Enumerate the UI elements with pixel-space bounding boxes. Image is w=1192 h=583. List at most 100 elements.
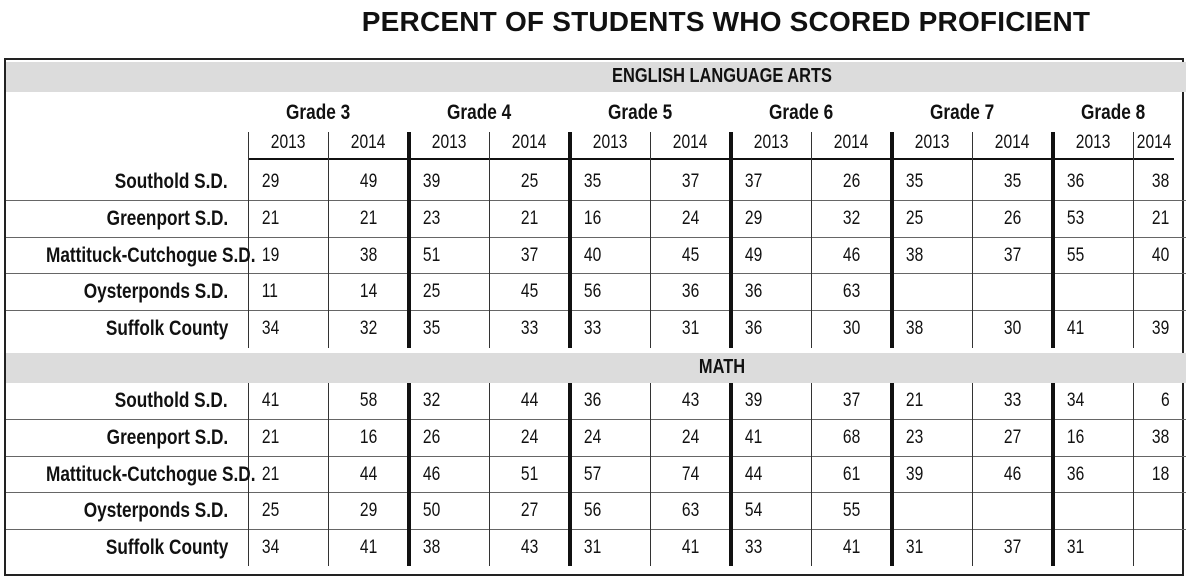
year-label: 2014: [834, 132, 869, 153]
table-cell: 21: [328, 201, 409, 237]
table-cell: 16: [1065, 420, 1105, 456]
table-cell: [904, 493, 944, 529]
section-band-math: MATH: [6, 353, 1186, 383]
cell-value: 45: [520, 281, 539, 302]
table-cell: 18: [1133, 457, 1171, 493]
table-cell: 45: [650, 238, 731, 274]
grade-header: Grade 4: [446, 101, 512, 124]
row-label: Suffolk County: [0, 311, 228, 347]
section-label-ela: ENGLISH LANGUAGE ARTS: [612, 65, 832, 87]
row-divider: [6, 456, 1186, 457]
year-header: 2014: [328, 131, 409, 155]
table-cell: 40: [1133, 238, 1171, 274]
table-cell: 23: [904, 420, 944, 456]
table-cell: 38: [1133, 164, 1171, 200]
row-label-text: Greenport S.D.: [106, 426, 228, 449]
grade-header: Grade 6: [768, 101, 834, 124]
year-label: 2013: [753, 132, 789, 153]
cell-value: 39: [1151, 318, 1170, 339]
table-cell: 45: [489, 274, 570, 310]
cell-value: 41: [359, 537, 378, 558]
table-frame: [4, 58, 1184, 576]
cell-value: 31: [583, 537, 602, 558]
cell-value: 49: [359, 171, 378, 192]
table-cell: 37: [743, 164, 783, 200]
column-divider: [1133, 383, 1134, 566]
cell-value: 37: [842, 390, 861, 411]
cell-value: 37: [681, 171, 700, 192]
cell-value: 38: [1151, 427, 1170, 448]
year-label: 2013: [592, 132, 628, 153]
cell-value: 24: [681, 427, 700, 448]
table-cell: 33: [489, 311, 570, 347]
cell-value: 34: [261, 537, 280, 558]
table-cell: 25: [260, 493, 300, 529]
table-cell: 46: [972, 457, 1053, 493]
cell-value: 61: [842, 464, 861, 485]
cell-value: 37: [520, 245, 539, 266]
table-cell: 33: [743, 530, 783, 566]
year-header: 2013: [1053, 131, 1133, 155]
year-header: 2013: [731, 131, 811, 155]
cell-value: 50: [422, 500, 441, 521]
table-cell: 38: [421, 530, 461, 566]
cell-value: 40: [583, 245, 602, 266]
year-header: 2014: [811, 131, 892, 155]
table-cell: 11: [260, 274, 300, 310]
grade-header: Grade 3: [285, 101, 351, 124]
table-cell: 32: [421, 383, 461, 419]
cell-value: 36: [681, 281, 700, 302]
table-cell: 24: [582, 420, 622, 456]
column-divider: [328, 383, 329, 566]
table-cell: 50: [421, 493, 461, 529]
table-cell: 39: [904, 457, 944, 493]
table-cell: 39: [1133, 311, 1171, 347]
table-cell: 57: [582, 457, 622, 493]
table-cell: 37: [489, 238, 570, 274]
table-cell: 56: [582, 493, 622, 529]
table-cell: 41: [743, 420, 783, 456]
row-label-text: Suffolk County: [105, 536, 228, 559]
table-cell: 34: [1065, 383, 1105, 419]
cell-value: 38: [422, 537, 441, 558]
table-cell: 32: [811, 201, 892, 237]
row-divider: [6, 529, 1186, 530]
year-label: 2014: [1136, 132, 1172, 153]
cell-value: 38: [359, 245, 378, 266]
table-cell: [972, 493, 1053, 529]
table-cell: 41: [811, 530, 892, 566]
cell-value: 36: [744, 318, 763, 339]
grade-divider: [407, 383, 411, 566]
cell-value: 21: [1151, 208, 1170, 229]
row-label: Southold S.D.: [0, 164, 228, 200]
table-cell: 56: [582, 274, 622, 310]
table-cell: 31: [582, 530, 622, 566]
row-label-text: Mattituck-Cutchogue S.D.: [45, 244, 256, 267]
table-cell: 24: [650, 420, 731, 456]
table-cell: 36: [1065, 457, 1105, 493]
cell-value: 39: [905, 464, 924, 485]
cell-value: 25: [422, 281, 441, 302]
column-divider: [650, 383, 651, 566]
cell-value: 21: [905, 390, 924, 411]
table-cell: 38: [904, 311, 944, 347]
table-cell: 21: [489, 201, 570, 237]
cell-value: 58: [359, 390, 378, 411]
cell-value: 24: [583, 427, 602, 448]
cell-value: 33: [1003, 390, 1022, 411]
table-cell: 26: [972, 201, 1053, 237]
table-cell: 46: [421, 457, 461, 493]
table-cell: 36: [1065, 164, 1105, 200]
cell-value: 56: [583, 500, 602, 521]
table-cell: 37: [650, 164, 731, 200]
table-cell: 55: [811, 493, 892, 529]
cell-value: 41: [842, 537, 861, 558]
table-cell: 37: [972, 238, 1053, 274]
cell-value: 35: [1003, 171, 1022, 192]
row-label: Southold S.D.: [0, 383, 228, 419]
cell-value: 44: [744, 464, 763, 485]
table-cell: 14: [328, 274, 409, 310]
cell-value: 36: [1066, 464, 1085, 485]
cell-value: 23: [905, 427, 924, 448]
column-divider: [1133, 132, 1134, 348]
